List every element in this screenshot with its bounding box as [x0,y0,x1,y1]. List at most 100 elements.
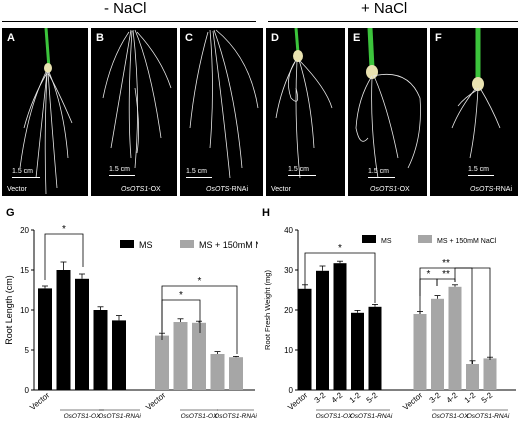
seedling-b-image [102,29,172,169]
y-tick-label: 15 [20,266,29,275]
legend-label: MS + 150mM NaCl [437,238,497,245]
legend-swatch [120,240,134,248]
bar [38,288,52,390]
panel-letter-e: E [353,32,361,44]
x-tick-label: Vector [28,390,51,412]
legend-swatch [180,240,194,248]
scale-bar-a [12,177,40,178]
significance-bracket [44,233,84,280]
significance-bracket [419,267,473,364]
y-tick-label: 40 [284,226,293,235]
bar [333,263,347,390]
photo-panel-e: E 1.5 cm OsOTS1-OX [348,28,427,196]
seedling-a-image [19,28,73,195]
bar [75,278,89,390]
group-label: OsOTS1-RNAi [214,413,257,420]
bar [112,320,126,390]
caption-c: OsOTS-RNAi [206,186,249,193]
x-tick-label: 3-2 [313,390,328,405]
group-label: OsOTS1-OX [64,413,102,420]
bar [56,270,71,390]
group-label: OsOTS1-RNAi [98,413,141,420]
caption-e: OsOTS1-OX [370,186,410,193]
header-plus-nacl: + NaCl [361,0,408,17]
bar [466,364,479,390]
panel-letter-b: B [96,32,104,44]
legend-swatch [418,235,432,243]
scale-bar-e [368,177,395,178]
scale-label-c: 1.5 cm [186,168,208,175]
bar [93,310,108,390]
x-tick-label: 5-2 [480,390,495,405]
x-tick-label: 3-2 [428,390,443,405]
scale-bar-d [288,175,316,176]
y-axis-label: Root Fresh Weight (mg) [263,270,272,350]
x-tick-label: 1-2 [463,390,478,405]
significance-label: * [338,243,342,254]
bar [413,314,427,390]
bar [173,322,188,390]
photo-panel-a: A 1.5 cm Vector [2,28,88,196]
group-label: OsOTS1-OX [181,413,219,420]
group-label: OsOTS1-OX [316,413,354,420]
y-tick-label: 5 [25,346,30,355]
header-plus-line [268,21,518,22]
significance-label: * [62,224,66,235]
seedling-e-image [355,28,421,179]
y-tick-label: 20 [20,226,29,235]
panel-letter-c: C [185,32,193,44]
scale-label-a: 1.5 cm [12,168,34,175]
caption-b: OsOTS1-OX [121,186,161,193]
seedling-c-image [189,29,259,179]
x-tick-label: 4-2 [330,390,345,405]
scale-label-b: 1.5 cm [109,166,131,173]
photo-panel-b: B 1.5 cm OsOTS1-OX [91,28,177,196]
significance-label: * [198,276,202,287]
panel-letter-f: F [435,32,442,44]
bar [229,357,243,390]
bar [210,354,225,390]
chart-letter-h: H [262,207,270,219]
x-tick-label: 1-2 [348,390,363,405]
bar [368,306,382,390]
bar [192,322,206,390]
bar [316,270,329,390]
y-tick-label: 10 [284,346,293,355]
seedling-d-image [275,28,333,179]
photo-panel-d: D 1.5 cm Vector [266,28,345,196]
x-tick-label: 5-2 [365,390,380,405]
group-label: OsOTS1-OX [432,413,470,420]
bar [155,335,169,390]
caption-a: Vector [7,186,27,193]
significance-label: ** [442,258,450,269]
scale-bar-f [468,175,494,176]
significance-bracket [454,267,491,360]
bar [351,312,364,390]
y-tick-label: 20 [284,306,293,315]
panel-letter-a: A [7,32,15,44]
significance-bracket [161,285,238,354]
bar [298,288,312,390]
seedling-f-image [451,28,501,159]
scale-label-e: 1.5 cm [368,168,390,175]
y-tick-label: 30 [284,266,293,275]
chart-letter-g: G [6,207,15,219]
group-label: OsOTS1-RNAi [467,413,510,420]
bar [483,358,497,390]
significance-label: * [427,269,431,280]
photo-panel-c: C 1.5 cm OsOTS-RNAi [180,28,263,196]
caption-f: OsOTS-RNAi [470,186,513,193]
legend-label: MS + 150mM NaCl [199,240,258,250]
significance-bracket [304,252,376,303]
y-axis-label: Root Length (cm) [4,275,14,345]
y-tick-label: 0 [289,386,294,395]
scale-label-d: 1.5 cm [288,166,310,173]
bar [448,286,462,390]
x-tick-label: Vector [144,390,167,412]
significance-bracket [419,278,438,296]
bar [431,298,444,390]
significance-label: * [179,290,183,301]
header-minus-nacl: - NaCl [104,0,147,17]
x-tick-label: 4-2 [445,390,460,405]
legend-swatch [362,235,376,243]
